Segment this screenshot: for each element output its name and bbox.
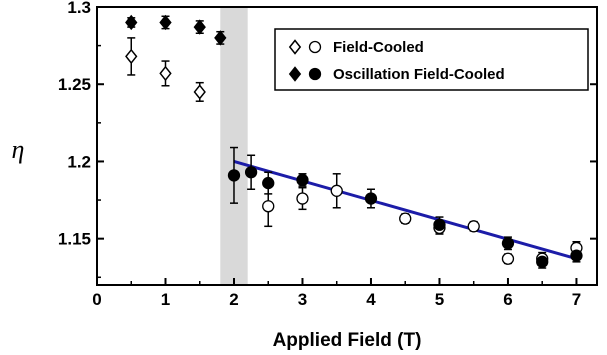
y-tick-label: 1.2 (67, 152, 91, 171)
data-point (262, 176, 275, 190)
data-point (467, 220, 480, 233)
legend-marker (308, 67, 322, 81)
fit-line-layer (233, 160, 577, 261)
legend-marker (308, 40, 322, 54)
data-point (262, 200, 275, 213)
y-tick-label: 1.25 (58, 75, 91, 94)
data-point (214, 30, 227, 46)
data-point (296, 173, 309, 187)
data-point (125, 14, 138, 31)
plot-frame (96, 6, 598, 286)
tick-layer: 0 1 2 3 4 5 6 7 1.15 1.2 1.25 1.3 (58, 0, 597, 309)
data-point (501, 252, 515, 265)
data-point (399, 212, 412, 225)
y-tick-label: 1.3 (67, 0, 91, 17)
data-point (536, 255, 549, 268)
legend-marker (288, 39, 302, 55)
fit-line (233, 160, 577, 261)
legend-box (274, 28, 589, 91)
y-tick-label: 1.15 (58, 230, 91, 249)
data-point (125, 48, 138, 65)
data-point (364, 192, 378, 205)
marker-layer (125, 14, 583, 268)
data-point (433, 218, 446, 231)
x-tick-label: 2 (229, 290, 238, 309)
data-point (501, 237, 515, 250)
data-point (193, 84, 206, 100)
data-point (159, 65, 172, 82)
x-tick-label: 4 (366, 290, 376, 309)
shaded-band (220, 7, 248, 285)
x-tick-label: 0 (92, 290, 101, 309)
data-point (296, 192, 309, 205)
data-point (244, 166, 258, 179)
x-axis-title: Applied Field (T) (273, 330, 422, 351)
x-tick-label: 5 (435, 290, 444, 309)
data-point (159, 14, 172, 31)
legend-item: Oscillation Field-Cooled (288, 66, 505, 83)
legend-item: Field-Cooled (288, 39, 424, 56)
legend: Field-Cooled Oscillation Field-Cooled (274, 28, 589, 91)
legend-marker (288, 66, 302, 82)
legend-label: Oscillation Field-Cooled (333, 66, 505, 83)
y-axis-title: η (12, 135, 25, 164)
x-tick-label: 1 (161, 290, 170, 309)
x-tick-label: 3 (298, 290, 307, 309)
legend-label: Field-Cooled (333, 39, 424, 56)
data-point (193, 19, 206, 35)
data-point (227, 169, 241, 182)
shaded-band-layer (220, 7, 248, 285)
x-tick-label: 6 (503, 290, 512, 309)
data-point (570, 249, 583, 262)
x-tick-label: 7 (572, 290, 581, 309)
data-point (330, 184, 343, 197)
